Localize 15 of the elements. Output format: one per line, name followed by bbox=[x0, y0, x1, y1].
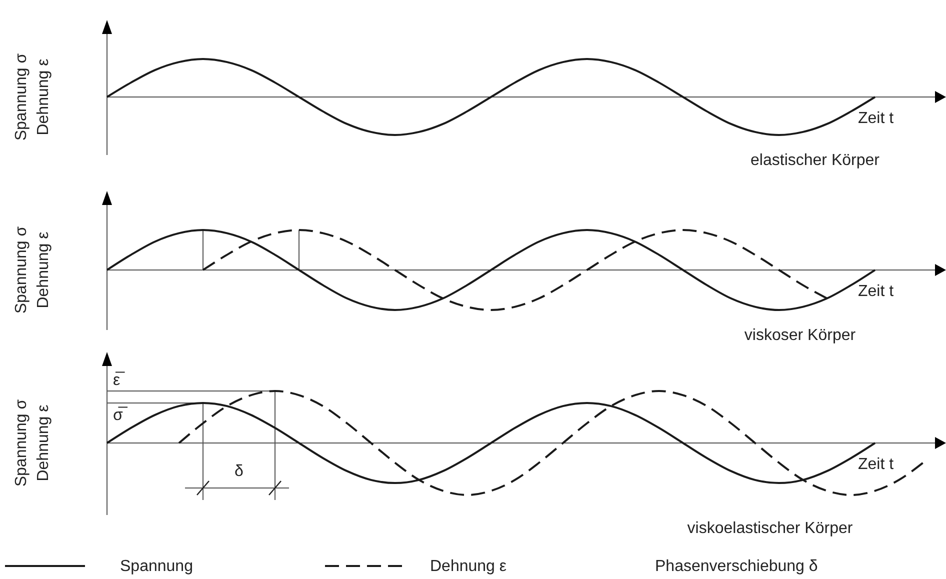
annotation: σ̅ bbox=[113, 406, 128, 424]
text: viskoelastischer Körper bbox=[687, 520, 854, 537]
annotation: δ bbox=[234, 463, 244, 480]
text: Phasenverschiebung δ bbox=[655, 558, 818, 575]
x-axis-title: Zeit t bbox=[858, 456, 894, 473]
y-axis-title: Spannung σ Dehnung ε bbox=[13, 226, 52, 314]
y-axis-title: Spannung σ Dehnung ε bbox=[13, 399, 52, 487]
legend-label: Spannung bbox=[120, 558, 193, 575]
x-axis-title: Zeit t bbox=[858, 110, 894, 127]
text: elastischer Körper bbox=[750, 152, 880, 169]
text: viskoser Körper bbox=[744, 327, 856, 344]
y-axis-title: Spannung σ Dehnung ε bbox=[13, 53, 52, 141]
text: ε̅ bbox=[113, 371, 126, 389]
x-axis-title: Zeit t bbox=[858, 283, 894, 300]
legend-label: Dehnung ε bbox=[430, 558, 507, 575]
